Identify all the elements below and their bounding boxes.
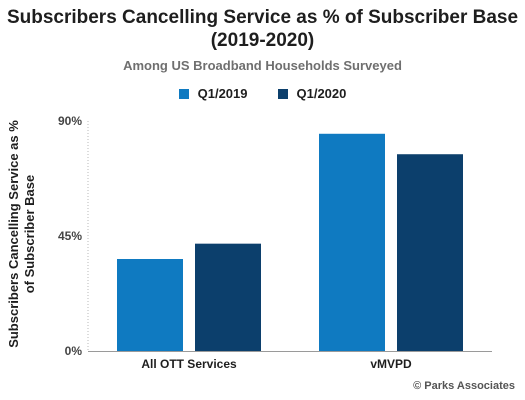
chart-title: Subscribers Cancelling Service as % of S… <box>0 6 525 52</box>
y-tick-label: 90% <box>58 114 82 128</box>
bar <box>319 133 385 351</box>
legend-item-q1-2019: Q1/2019 <box>178 86 248 101</box>
bar <box>117 259 183 351</box>
chart-subtitle: Among US Broadband Households Surveyed <box>123 58 402 73</box>
chart-title-line-1: Subscribers Cancelling Service as % of S… <box>6 7 519 28</box>
legend-swatch-q1-2020 <box>277 88 288 99</box>
legend-item-q1-2020: Q1/2020 <box>277 86 347 101</box>
chart-title-line-2: (2019-2020) <box>210 30 315 51</box>
credit-text: © Parks Associates <box>413 380 515 392</box>
x-tick-label: vMVPD <box>370 357 412 371</box>
legend-swatch-q1-2019 <box>178 88 189 99</box>
y-tick-label: 0% <box>65 344 83 358</box>
legend-label-q1-2020: Q1/2020 <box>296 86 347 101</box>
bar <box>397 154 463 351</box>
legend-label-q1-2019: Q1/2019 <box>197 86 248 101</box>
y-tick-label: 45% <box>58 229 82 243</box>
x-tick-label: All OTT Services <box>141 357 237 371</box>
chart-legend: Q1/2019 Q1/2020 <box>0 86 525 101</box>
bar <box>195 243 261 351</box>
